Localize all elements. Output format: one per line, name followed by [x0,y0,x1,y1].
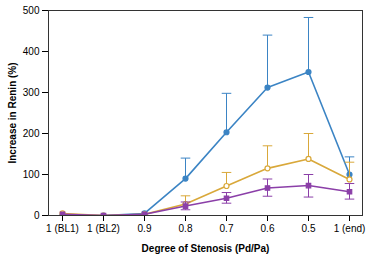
svg-text:1 (BL2): 1 (BL2) [87,223,120,234]
svg-text:500: 500 [23,5,40,16]
svg-text:100: 100 [23,169,40,180]
svg-text:1 (end): 1 (end) [334,223,366,234]
svg-text:0.5: 0.5 [302,223,316,234]
svg-text:0.9: 0.9 [138,223,152,234]
svg-text:0: 0 [34,210,40,221]
svg-text:0.6: 0.6 [261,223,275,234]
svg-text:Degree of Stenosis (Pd/Pa): Degree of Stenosis (Pd/Pa) [142,243,270,254]
svg-text:1 (BL1): 1 (BL1) [46,223,79,234]
svg-text:0.7: 0.7 [220,223,234,234]
svg-text:400: 400 [23,46,40,57]
svg-text:0.8: 0.8 [179,223,193,234]
svg-text:300: 300 [23,87,40,98]
svg-text:Increase in Renin (%): Increase in Renin (%) [7,62,18,163]
svg-text:200: 200 [23,128,40,139]
